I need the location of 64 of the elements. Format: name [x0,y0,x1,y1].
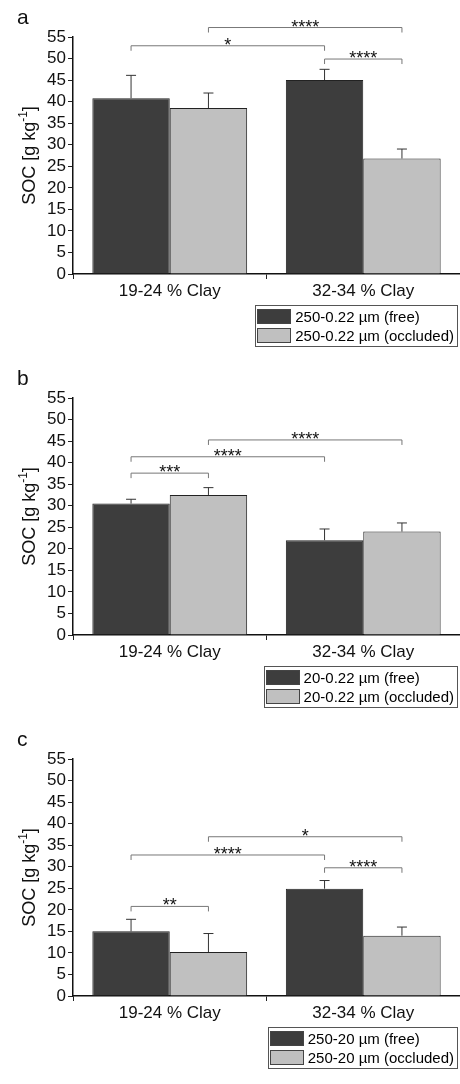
annotation: **** [349,48,378,69]
y-tick-label: 45 [47,791,66,811]
legend-label: 250-20 µm (free) [307,1029,420,1048]
x-tick-label: 32-34 % Clay [312,280,415,300]
y-tick-label: 15 [47,199,66,219]
y-axis-title: SOC [g kg-1] [16,106,39,205]
annotation: **** [291,428,320,449]
y-tick-label: 30 [47,495,66,515]
y-tick-label: 35 [47,112,66,132]
y-tick-label: 25 [47,155,66,175]
y-tick-label: 10 [47,581,66,601]
y-tick-label: 15 [47,560,66,580]
annotation: * [224,34,232,55]
y-tick-label: 15 [47,921,66,941]
y-tick-label: 10 [47,220,66,240]
y-tick-label: 10 [47,942,66,962]
y-tick-label: 50 [47,770,66,790]
y-tick-label: 45 [47,69,66,89]
y-tick-label: 0 [56,624,66,644]
x-tick-label: 19-24 % Clay [118,280,222,300]
annotation: * [301,825,309,846]
y-tick-label: 40 [47,91,66,111]
y-tick-label: 20 [47,538,66,558]
y-tick-label: 50 [47,409,66,429]
y-tick-label: 40 [47,813,66,833]
y-tick-label: 20 [47,177,66,197]
y-tick-label: 0 [56,985,66,1005]
y-axis-title: SOC [g kg-1] [16,828,39,927]
y-tick-label: 35 [47,473,66,493]
y-tick-label: 55 [47,748,66,768]
annotation: **** [213,445,242,466]
chart-title: c [17,727,28,750]
y-tick-label: 25 [47,877,66,897]
x-tick-label: 19-24 % Clay [118,641,222,661]
y-tick-label: 55 [47,26,66,46]
annotation: **** [349,856,378,877]
legend-label: 20-0.22 µm (occluded) [303,687,454,706]
y-tick-label: 0 [56,263,66,283]
y-tick-label: 20 [47,899,66,919]
y-tick-label: 40 [47,452,66,472]
y-tick-label: 5 [56,964,66,984]
legend-label: 250-0.22 µm (occluded) [295,326,454,345]
annotation: *** [159,462,181,483]
y-axis-title: SOC [g kg-1] [16,467,39,566]
x-tick-label: 32-34 % Clay [312,641,415,661]
chart-title: b [17,366,29,389]
legend-label: 250-0.22 µm (free) [295,307,420,326]
x-tick-label: 32-34 % Clay [312,1002,415,1022]
y-tick-label: 5 [56,242,66,262]
y-tick-label: 30 [47,134,66,154]
y-tick-label: 30 [47,856,66,876]
y-tick-label: 25 [47,516,66,536]
annotation: ** [162,895,177,916]
y-tick-label: 5 [56,603,66,623]
x-tick-label: 19-24 % Clay [118,1002,222,1022]
y-tick-label: 50 [47,48,66,68]
annotation: **** [213,843,242,864]
y-tick-label: 55 [47,387,66,407]
y-tick-label: 45 [47,430,66,450]
text: **** [291,16,320,37]
y-tick-label: 35 [47,834,66,854]
chart-title: a [17,5,29,28]
legend-label: 250-20 µm (occluded) [307,1048,454,1067]
legend-label: 20-0.22 µm (free) [303,668,420,687]
